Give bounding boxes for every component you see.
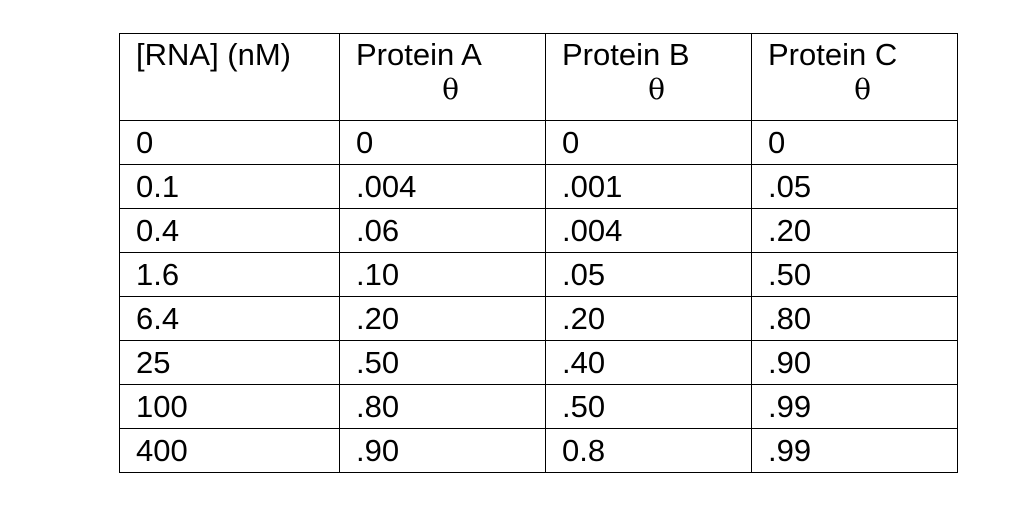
cell-protein-a: .80: [339, 384, 546, 429]
cell-rna: 25: [119, 340, 340, 385]
cell-rna: 1.6: [119, 252, 340, 297]
theta-symbol: θ: [854, 73, 871, 106]
cell-rna: 400: [119, 428, 340, 473]
header-title: Protein C: [768, 37, 898, 72]
cell-rna: 6.4: [119, 296, 340, 341]
cell-protein-a: .06: [339, 208, 546, 253]
cell-rna: 100: [119, 384, 340, 429]
cell-protein-b: .20: [545, 296, 752, 341]
cell-protein-b: .40: [545, 340, 752, 385]
cell-protein-b: .50: [545, 384, 752, 429]
binding-data-table: [RNA] (nM) Protein A θ Protein B θ Prote…: [119, 33, 958, 473]
table-row: 400 .90 0.8 .99: [119, 428, 958, 473]
theta-symbol: θ: [442, 73, 459, 106]
cell-protein-a: .004: [339, 164, 546, 209]
table-row: 25 .50 .40 .90: [119, 340, 958, 385]
cell-protein-c: .50: [751, 252, 958, 297]
cell-protein-c: .90: [751, 340, 958, 385]
table-row: 100 .80 .50 .99: [119, 384, 958, 429]
header-protein-c: Protein C θ: [751, 33, 958, 121]
header-rna-concentration: [RNA] (nM): [119, 33, 340, 121]
header-title: Protein A: [356, 37, 482, 72]
cell-rna: 0: [119, 120, 340, 165]
cell-protein-a: .20: [339, 296, 546, 341]
cell-protein-c: .20: [751, 208, 958, 253]
cell-protein-a: 0: [339, 120, 546, 165]
cell-protein-a: .50: [339, 340, 546, 385]
cell-protein-b: 0: [545, 120, 752, 165]
cell-protein-c: .99: [751, 428, 958, 473]
table-header-row: [RNA] (nM) Protein A θ Protein B θ Prote…: [119, 33, 958, 121]
cell-protein-c: 0: [751, 120, 958, 165]
cell-protein-a: .10: [339, 252, 546, 297]
cell-rna: 0.1: [119, 164, 340, 209]
cell-protein-b: .001: [545, 164, 752, 209]
cell-protein-c: .05: [751, 164, 958, 209]
cell-protein-c: .80: [751, 296, 958, 341]
header-title: Protein B: [562, 37, 690, 72]
header-protein-b: Protein B θ: [545, 33, 752, 121]
cell-protein-b: 0.8: [545, 428, 752, 473]
table-row: 0 0 0 0: [119, 120, 958, 165]
cell-protein-c: .99: [751, 384, 958, 429]
header-protein-a: Protein A θ: [339, 33, 546, 121]
table-row: 0.1 .004 .001 .05: [119, 164, 958, 209]
cell-protein-a: .90: [339, 428, 546, 473]
table-row: 0.4 .06 .004 .20: [119, 208, 958, 253]
table-row: 6.4 .20 .20 .80: [119, 296, 958, 341]
cell-rna: 0.4: [119, 208, 340, 253]
cell-protein-b: .004: [545, 208, 752, 253]
cell-protein-b: .05: [545, 252, 752, 297]
table-row: 1.6 .10 .05 .50: [119, 252, 958, 297]
header-title: [RNA] (nM): [136, 37, 291, 72]
theta-symbol: θ: [648, 73, 665, 106]
